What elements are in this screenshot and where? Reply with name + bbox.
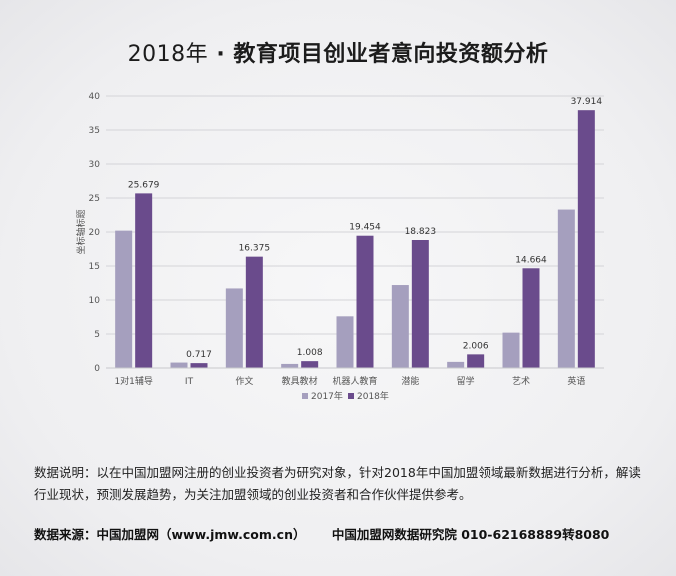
x-tick-label: 潜能 [401,375,419,387]
page-title: 2018年 · 教育项目创业者意向投资额分析 [0,36,676,68]
bar-2017 [447,361,465,368]
y-tick-label: 30 [89,160,101,170]
data-source: 数据来源：中国加盟网（www.jmw.com.cn） 中国加盟网数据研究院 01… [34,524,654,543]
bar-2018 [301,361,319,368]
legend-swatch [302,393,308,399]
bar-2017 [502,332,520,368]
y-axis-title: 坐标轴标题 [75,209,87,254]
data-label: 19.454 [349,223,381,233]
bar-2018 [577,110,595,368]
bar-2018 [467,354,485,368]
data-note-text: 数据说明：以在中国加盟网注册的创业投资者为研究对象，针对2018年中国加盟领域最… [34,465,641,502]
data-label: 0.717 [186,350,212,360]
data-label: 16.375 [239,244,271,254]
bar-2018 [411,240,429,368]
data-label: 18.823 [405,227,437,237]
y-tick-label: 5 [94,330,100,340]
bar-2018 [356,235,374,368]
x-tick-label: 留学 [457,375,475,387]
y-tick-label: 15 [89,262,100,272]
y-tick-label: 35 [89,126,100,136]
data-note: 数据说明：以在中国加盟网注册的创业投资者为研究对象，针对2018年中国加盟领域最… [34,462,646,506]
title-year: 2018年 [127,42,209,67]
x-tick-label: 艺术 [512,375,530,387]
x-tick-label: 1对1辅导 [114,375,152,387]
source-institute: 中国加盟网数据研究院 [331,527,457,542]
x-tick-label: 作文 [235,375,253,387]
bar-2017 [170,362,188,368]
data-label: 14.664 [515,255,547,265]
bar-chart: 0 5 10 15 20 25 30 35 40 坐标轴标题 25.679 1对1辅导 0.717 IT 1… [75,92,604,402]
data-label: 2.006 [463,341,489,351]
data-label: 1.008 [297,348,323,358]
bar-2017 [557,209,575,368]
title-main: 教育项目创业者意向投资额分析 [233,42,549,67]
y-tick-label: 20 [89,228,101,238]
y-tick-label: 10 [89,296,101,306]
bar-2018 [190,363,208,368]
y-tick-label: 40 [89,92,101,102]
bar-2018 [135,193,153,368]
source-label: 数据来源：中国加盟网（www.jmw.com.cn） [34,527,306,542]
source-phone: 010-62168889转8080 [461,527,610,542]
bar-2018 [522,268,540,368]
y-tick-label: 25 [89,194,100,204]
y-tick-label: 0 [94,364,100,374]
x-tick-label: 教具教材 [282,375,318,387]
bar-2017 [225,288,243,368]
x-tick-label: IT [185,377,194,387]
legend-label: 2017年 [311,390,343,402]
bar-2017 [281,363,299,368]
data-label: 37.914 [571,97,603,107]
legend-swatch [348,393,354,399]
title-dot: · [216,42,226,67]
bar-2017 [336,316,354,368]
x-tick-label: 机器人教育 [332,375,377,387]
bar-2017 [391,285,409,368]
bar-2017 [115,230,133,368]
data-label: 25.679 [128,180,160,190]
bar-2018 [245,256,263,368]
x-tick-label: 英语 [567,375,585,387]
legend-label: 2018年 [357,390,389,402]
